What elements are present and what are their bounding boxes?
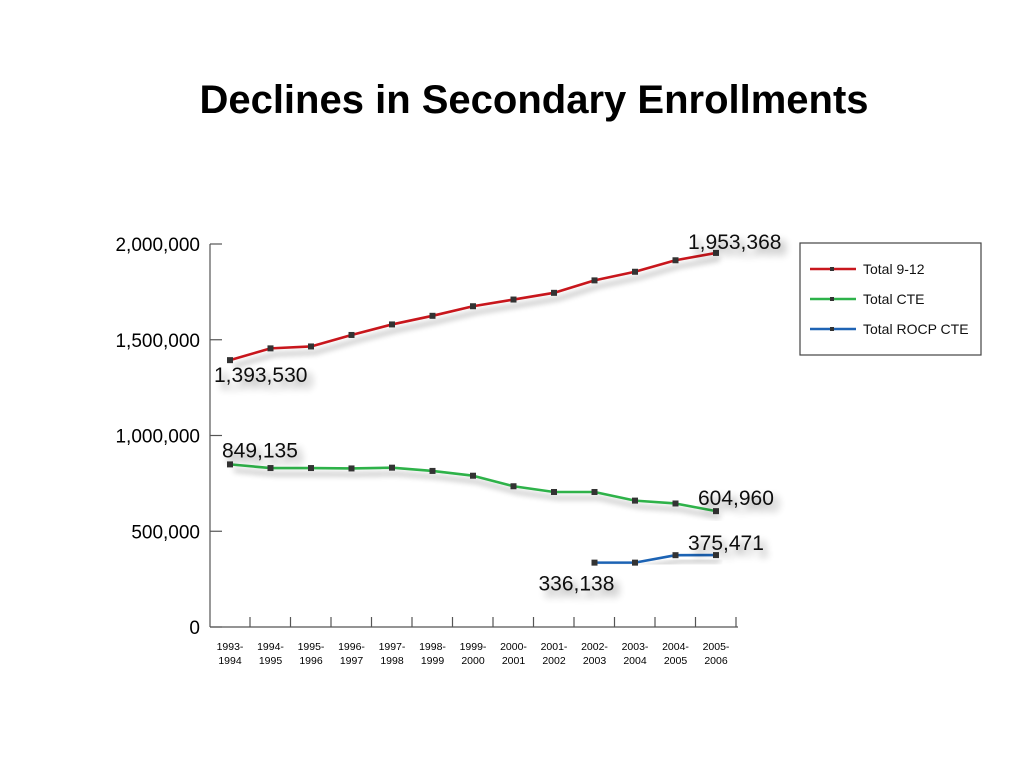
chart-axes: 0 500,000 1,000,000 1,500,000 2,000,000 1993-… <box>115 235 738 667</box>
data-label: 849,135 <box>222 439 298 462</box>
x-tick-label: 1998-1999 <box>419 641 446 667</box>
x-tick-label: 2001-2002 <box>541 641 568 667</box>
data-point <box>672 257 679 264</box>
y-tick-label: 1,000,000 <box>115 427 200 448</box>
data-point <box>510 296 517 303</box>
series-line <box>594 553 717 564</box>
data-point <box>389 321 395 328</box>
data-point <box>591 277 598 284</box>
data-point <box>591 488 598 495</box>
y-tick-label: 500,000 <box>131 522 200 543</box>
x-tick-label: 2002-2003 <box>581 641 608 667</box>
data-label: 1,393,530 <box>214 364 307 387</box>
x-tick-label: 1993-1994 <box>217 641 244 667</box>
x-tick-label: 2005-2006 <box>703 641 730 667</box>
data-point <box>632 497 638 504</box>
data-point <box>632 268 638 275</box>
x-tick-label: 2003-2004 <box>622 641 649 667</box>
legend-marker <box>830 327 834 331</box>
slide-title: Declines in Secondary Enrollments <box>199 78 869 122</box>
x-tick-label: 2004-2005 <box>662 641 689 667</box>
x-tick-label: 1994-1995 <box>257 641 284 667</box>
data-point <box>551 488 557 495</box>
data-point <box>672 552 679 559</box>
data-point <box>267 465 274 472</box>
data-point <box>389 464 395 471</box>
data-label: 604,960 <box>698 487 774 510</box>
legend-label: Total 9-12 <box>863 261 925 277</box>
data-point <box>348 465 355 472</box>
x-tick-label: 1997-1998 <box>379 641 406 667</box>
legend-marker <box>830 297 834 301</box>
series-line <box>229 463 717 513</box>
data-point <box>348 331 355 338</box>
legend-label: Total CTE <box>863 291 924 307</box>
x-tick-label: 1996-1997 <box>338 641 365 667</box>
data-point <box>713 552 719 559</box>
data-point <box>470 303 476 310</box>
data-point <box>267 345 274 352</box>
data-point <box>470 472 476 479</box>
data-point <box>551 289 557 296</box>
x-tick-label: 2000-2001 <box>500 641 527 667</box>
data-point <box>632 559 638 566</box>
data-point <box>227 357 233 364</box>
data-point <box>227 461 233 468</box>
x-tick-label: 1995-1996 <box>298 641 325 667</box>
chart-legend: Total 9-12 Total CTE Total ROCP CTE <box>799 242 982 356</box>
data-point <box>510 483 517 490</box>
data-point <box>429 467 436 474</box>
data-point <box>591 559 598 566</box>
x-tick-label: 1999-2000 <box>460 641 487 667</box>
data-point <box>713 249 719 256</box>
chart-series <box>227 249 719 566</box>
y-tick-label: 2,000,000 <box>115 235 200 256</box>
data-point <box>713 508 719 515</box>
data-label: 336,138 <box>539 573 615 596</box>
data-point <box>429 312 436 319</box>
chart-data-labels: 1,953,368 1,393,530 849,135 604,960 375,471 3… <box>214 231 781 596</box>
data-point <box>308 465 314 472</box>
data-label: 375,471 <box>688 532 764 555</box>
y-tick-label: 0 <box>189 618 200 639</box>
data-point <box>308 343 314 350</box>
y-tick-label: 1,500,000 <box>115 331 200 352</box>
data-label: 1,953,368 <box>688 231 781 254</box>
legend-label: Total ROCP CTE <box>863 321 969 337</box>
data-point <box>672 500 679 507</box>
legend-marker <box>830 267 834 271</box>
